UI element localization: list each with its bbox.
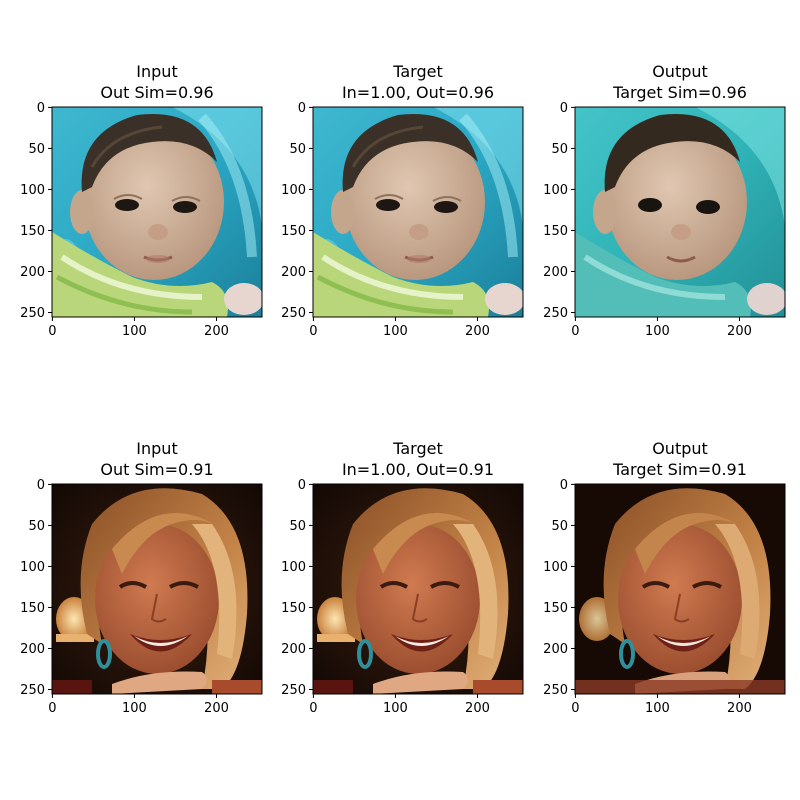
panel-title: Target In=1.00, Out=0.91 (298, 438, 538, 480)
woman-output-image (575, 484, 785, 694)
axes-frame (574, 483, 786, 695)
panel-title-line1: Target (393, 439, 443, 458)
panel-title-line2: In=1.00, Out=0.91 (341, 460, 495, 479)
baby-output-image (575, 107, 787, 317)
panel-title: Target In=1.00, Out=0.96 (298, 61, 538, 103)
x-tick-label: 100 (383, 701, 408, 716)
axes-frame (312, 483, 524, 695)
y-tick-label: 50 (289, 519, 306, 534)
y-tick-label: 250 (281, 306, 306, 321)
x-tick-label: 100 (122, 324, 147, 339)
y-tick-label: 150 (543, 224, 568, 239)
x-tick-label: 200 (727, 324, 752, 339)
y-tick-label: 200 (20, 265, 45, 280)
axes-frame (312, 106, 524, 318)
woman-target-image (313, 484, 523, 694)
y-tick-label: 100 (281, 560, 306, 575)
panel-title-line1: Input (136, 439, 178, 458)
y-tick-label: 200 (281, 642, 306, 657)
y-tick-label: 50 (551, 142, 568, 157)
y-tick-label: 200 (543, 265, 568, 280)
x-tick-label: 200 (204, 701, 229, 716)
woman-input-image (52, 484, 262, 694)
x-tick-label: 0 (48, 324, 56, 339)
panel-title: Output Target Sim=0.91 (560, 438, 800, 480)
x-tick-label: 100 (383, 324, 408, 339)
y-tick-label: 0 (298, 478, 306, 493)
y-tick-label: 150 (281, 601, 306, 616)
y-tick-label: 0 (298, 101, 306, 116)
y-tick-label: 250 (281, 683, 306, 698)
panel-title: Input Out Sim=0.91 (37, 438, 277, 480)
y-tick-label: 250 (20, 683, 45, 698)
panel-title-line2: In=1.00, Out=0.96 (341, 83, 495, 102)
axes-frame (51, 106, 263, 318)
x-tick-label: 100 (645, 701, 670, 716)
panel-title-line2: Out Sim=0.91 (100, 460, 214, 479)
y-tick-label: 150 (20, 601, 45, 616)
y-tick-label: 50 (28, 142, 45, 157)
x-tick-label: 100 (122, 701, 147, 716)
y-tick-label: 250 (543, 683, 568, 698)
x-tick-label: 0 (571, 324, 579, 339)
x-tick-label: 0 (309, 701, 317, 716)
y-tick-label: 200 (543, 642, 568, 657)
x-tick-label: 200 (465, 324, 490, 339)
panel-title-line1: Output (652, 62, 708, 81)
y-tick-label: 50 (28, 519, 45, 534)
y-tick-label: 150 (281, 224, 306, 239)
y-tick-label: 50 (289, 142, 306, 157)
panel-title: Output Target Sim=0.96 (560, 61, 800, 103)
x-tick-label: 200 (727, 701, 752, 716)
x-tick-label: 100 (645, 324, 670, 339)
panel-title-line2: Out Sim=0.96 (100, 83, 214, 102)
y-tick-label: 250 (20, 306, 45, 321)
x-tick-label: 200 (204, 324, 229, 339)
y-tick-label: 0 (37, 478, 45, 493)
y-tick-label: 100 (20, 183, 45, 198)
y-tick-label: 0 (560, 478, 568, 493)
y-tick-label: 100 (281, 183, 306, 198)
axes-frame (51, 483, 263, 695)
x-tick-label: 0 (309, 324, 317, 339)
y-tick-label: 100 (543, 560, 568, 575)
y-tick-label: 50 (551, 519, 568, 534)
y-tick-label: 100 (543, 183, 568, 198)
panel-title-line2: Target Sim=0.91 (613, 460, 747, 479)
x-tick-label: 0 (571, 701, 579, 716)
y-tick-label: 250 (543, 306, 568, 321)
axes-frame (574, 106, 786, 318)
baby-target-image (313, 107, 525, 317)
y-tick-label: 100 (20, 560, 45, 575)
x-tick-label: 0 (48, 701, 56, 716)
panel-title-line1: Output (652, 439, 708, 458)
panel-title-line2: Target Sim=0.96 (613, 83, 747, 102)
y-tick-label: 150 (20, 224, 45, 239)
y-tick-label: 150 (543, 601, 568, 616)
baby-input-image (52, 107, 264, 317)
panel-title-line1: Input (136, 62, 178, 81)
y-tick-label: 0 (560, 101, 568, 116)
y-tick-label: 0 (37, 101, 45, 116)
y-tick-label: 200 (20, 642, 45, 657)
y-tick-label: 200 (281, 265, 306, 280)
panel-title: Input Out Sim=0.96 (37, 61, 277, 103)
panel-title-line1: Target (393, 62, 443, 81)
x-tick-label: 200 (465, 701, 490, 716)
